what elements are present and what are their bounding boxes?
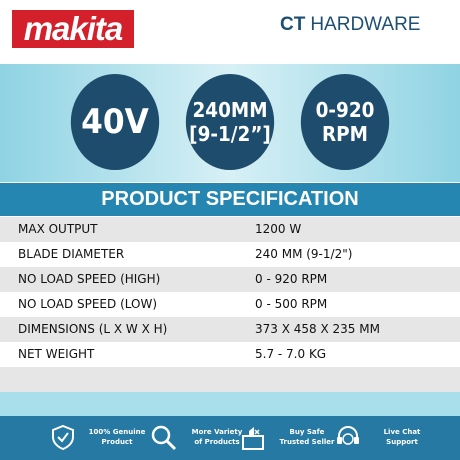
- registered-mark: ®: [124, 12, 130, 21]
- badge-line: RPM: [322, 122, 368, 146]
- spec-key: NO LOAD SPEED (LOW): [18, 297, 157, 311]
- spec-key: NET WEIGHT: [18, 347, 95, 361]
- spec-value: 5.7 - 7.0 KG: [255, 347, 327, 361]
- badge-line: [9-1/2”]: [189, 122, 271, 146]
- footer-icon: [337, 426, 359, 445]
- store-name: CT HARDWARE: [280, 14, 450, 36]
- spec-value: 1200 W: [255, 222, 302, 236]
- store-suffix: HARDWARE: [310, 14, 421, 35]
- spec-key: NO LOAD SPEED (HIGH): [18, 272, 161, 286]
- brand-logo: makita: [12, 10, 134, 48]
- footer-item: Live Chat Support: [335, 420, 445, 456]
- footer-text: 100% Genuine Product: [82, 427, 152, 447]
- footer-text: More Variety of Products: [182, 427, 252, 447]
- badge-line: 40V: [81, 102, 149, 142]
- badge-line: 240MM: [192, 98, 268, 122]
- badge: 240MM [9-1/2”]: [185, 74, 275, 170]
- spec-key: DIMENSIONS (L X W X H): [18, 322, 168, 336]
- footer-text: Live Chat Support: [367, 427, 437, 447]
- spec-value: 373 X 458 X 235 MM: [255, 322, 380, 336]
- footer-line: Product: [101, 438, 133, 446]
- spec-row: NO LOAD SPEED (LOW) 0 - 500 RPM: [0, 292, 460, 317]
- spec-row: MAX OUTPUT 1200 W: [0, 217, 460, 242]
- footer-line: Trusted Seller: [279, 438, 335, 446]
- spec-key: MAX OUTPUT: [18, 222, 98, 236]
- teal-strip: [0, 392, 460, 416]
- badge-line: 0-920: [315, 98, 375, 122]
- spec-value: 0 - 500 RPM: [255, 297, 328, 311]
- footer-item: More Variety of Products: [150, 420, 260, 456]
- footer-item: Buy Safe Trusted Seller: [240, 420, 350, 456]
- badge: 0-920 RPM: [300, 74, 390, 170]
- spec-row: NET WEIGHT 5.7 - 7.0 KG: [0, 342, 460, 367]
- footer-line: Buy Safe: [289, 428, 325, 436]
- footer-item: 100% Genuine Product: [50, 420, 160, 456]
- footer-line: 100% Genuine: [88, 428, 146, 436]
- spec-row: DIMENSIONS (L X W X H) 373 X 458 X 235 MM: [0, 317, 460, 342]
- spec-row: NO LOAD SPEED (HIGH) 0 - 920 RPM: [0, 267, 460, 292]
- spec-value: 240 MM (9-1/2"): [255, 247, 353, 261]
- store-prefix: CT: [280, 14, 306, 35]
- footer-line: Live Chat: [383, 428, 421, 436]
- table-title: PRODUCT SPECIFICATION: [0, 183, 460, 216]
- footer-line: More Variety: [191, 428, 243, 436]
- footer-icon: [242, 427, 264, 450]
- footer-text: Buy Safe Trusted Seller: [272, 427, 342, 447]
- spec-row: [0, 367, 460, 392]
- spec-key: BLADE DIAMETER: [18, 247, 125, 261]
- footer-line: of Products: [194, 438, 240, 446]
- footer: [0, 416, 460, 460]
- footer-icon: [151, 425, 177, 451]
- footer-icon: [52, 424, 74, 451]
- spec-value: 0 - 920 RPM: [255, 272, 328, 286]
- footer-line: Support: [386, 438, 418, 446]
- spec-row: BLADE DIAMETER 240 MM (9-1/2"): [0, 242, 460, 267]
- badge: 40V: [70, 74, 160, 170]
